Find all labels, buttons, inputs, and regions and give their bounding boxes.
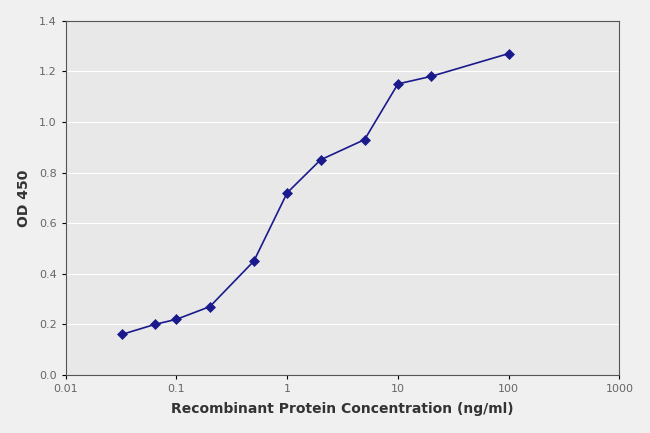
Y-axis label: OD 450: OD 450 — [17, 169, 31, 226]
X-axis label: Recombinant Protein Concentration (ng/ml): Recombinant Protein Concentration (ng/ml… — [171, 402, 514, 417]
